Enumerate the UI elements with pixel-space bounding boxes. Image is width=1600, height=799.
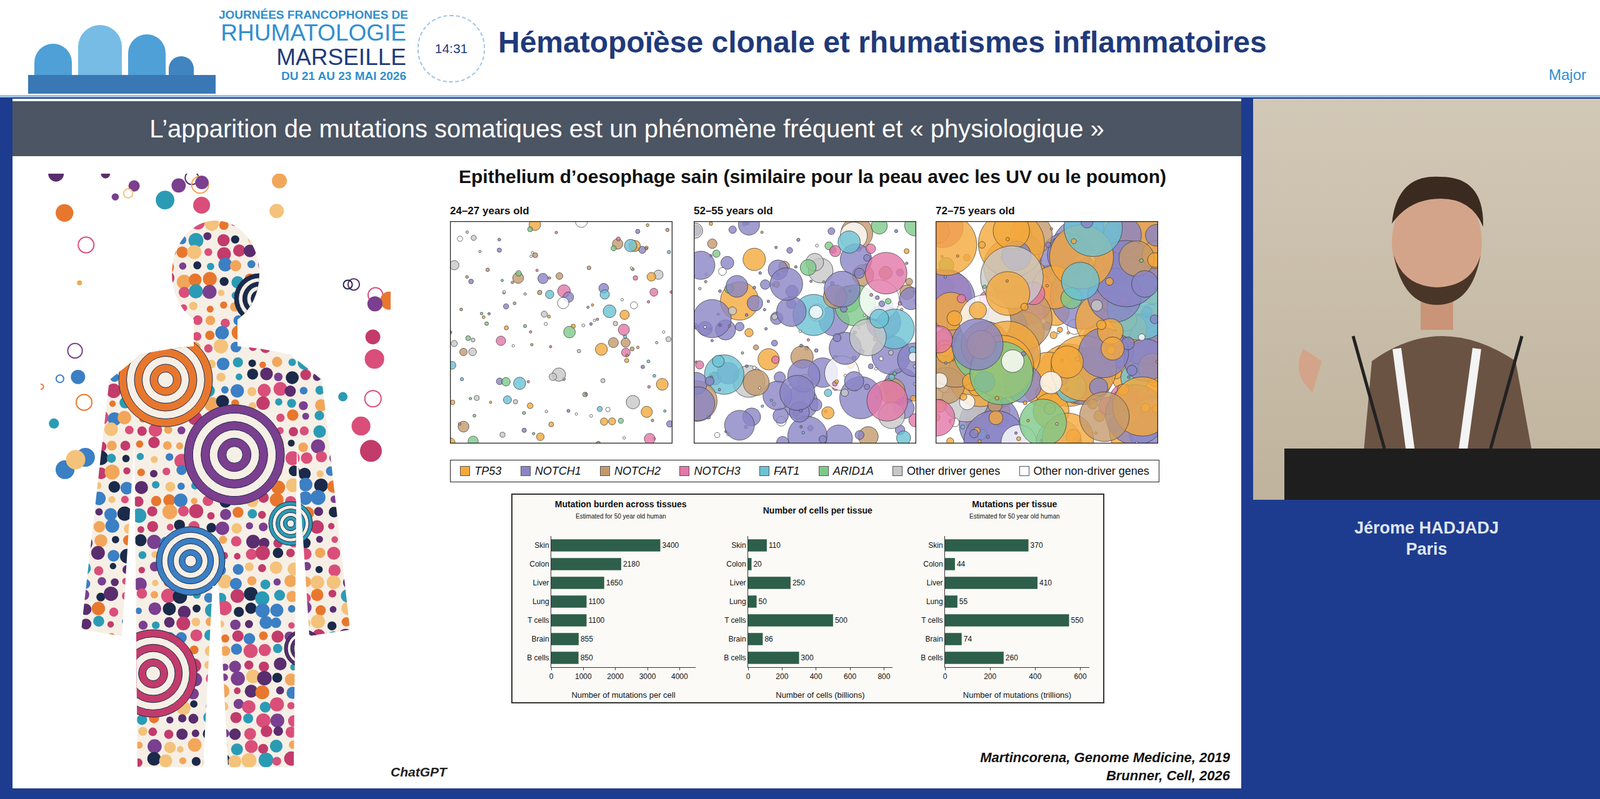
svg-text:50: 50 — [758, 597, 768, 607]
svg-text:600: 600 — [843, 672, 857, 682]
svg-text:0: 0 — [549, 672, 554, 682]
svg-text:400: 400 — [1028, 672, 1042, 682]
svg-text:1100: 1100 — [588, 597, 605, 607]
svg-text:Number of cells per tissue: Number of cells per tissue — [763, 505, 873, 516]
svg-text:855: 855 — [580, 635, 594, 644]
svg-text:Number of mutations per cell: Number of mutations per cell — [571, 690, 675, 700]
svg-text:B cells: B cells — [526, 653, 549, 663]
svg-text:74: 74 — [963, 635, 973, 644]
svg-text:B cells: B cells — [920, 653, 943, 663]
svg-text:850: 850 — [580, 653, 594, 663]
html-text:NOTCH3: NOTCH3 — [694, 464, 741, 478]
svg-text:2000: 2000 — [606, 672, 624, 682]
svg-text:T cells: T cells — [724, 616, 746, 625]
svg-text:0: 0 — [943, 672, 948, 682]
svg-text:Lung: Lung — [532, 597, 550, 607]
svg-text:Brain: Brain — [531, 635, 550, 644]
html-text:Jérome HADJADJ: Jérome HADJADJ — [1354, 518, 1499, 538]
svg-text:410: 410 — [1039, 578, 1052, 588]
svg-text:600: 600 — [1074, 672, 1087, 682]
html-text:NOTCH1: NOTCH1 — [534, 464, 582, 478]
html-text:72–75 years old: 72–75 years old — [935, 205, 1015, 217]
html-text:14:31: 14:31 — [434, 41, 468, 56]
svg-text:Lung: Lung — [926, 597, 944, 607]
svg-text:Skin: Skin — [928, 541, 943, 550]
svg-text:110: 110 — [768, 541, 781, 550]
svg-text:1000: 1000 — [575, 672, 592, 682]
svg-text:3000: 3000 — [639, 672, 657, 682]
svg-text:Liver: Liver — [533, 578, 550, 588]
svg-text:2180: 2180 — [623, 560, 640, 569]
svg-text:55: 55 — [959, 597, 969, 607]
html-text:DU 21 AU 23 MAI 2026: DU 21 AU 23 MAI 2026 — [281, 69, 407, 83]
svg-text:Colon: Colon — [923, 560, 943, 569]
svg-text:B cells: B cells — [723, 653, 746, 663]
svg-text:86: 86 — [764, 635, 774, 644]
svg-text:Number of cells (billions): Number of cells (billions) — [775, 690, 865, 700]
html-text:Epithelium d’oesophage sain (s: Epithelium d’oesophage sain (similaire p… — [458, 166, 1167, 187]
svg-text:200: 200 — [775, 672, 789, 682]
html-text:JOURNÉES FRANCOPHONES DE: JOURNÉES FRANCOPHONES DE — [218, 8, 409, 22]
svg-text:300: 300 — [801, 653, 814, 663]
svg-text:1650: 1650 — [606, 578, 624, 588]
html-text:Other non-driver genes: Other non-driver genes — [1033, 464, 1150, 478]
html-text:24–27 years old: 24–27 years old — [450, 205, 530, 217]
svg-text:550: 550 — [1071, 616, 1084, 625]
svg-text:400: 400 — [810, 672, 823, 682]
html-text:ARID1A: ARID1A — [832, 464, 874, 478]
svg-text:Number of mutations (trillions: Number of mutations (trillions) — [963, 690, 1072, 700]
svg-text:Brain: Brain — [925, 635, 944, 644]
svg-text:20: 20 — [753, 560, 762, 569]
html-text:TP53: TP53 — [474, 464, 502, 478]
svg-text:T cells: T cells — [921, 616, 943, 625]
svg-text:Lung: Lung — [729, 597, 747, 607]
svg-text:Liver: Liver — [730, 578, 747, 588]
svg-text:44: 44 — [956, 560, 966, 569]
svg-text:Mutations per tissueEstimated: Mutations per tissueEstimated for 50 yea… — [969, 499, 1060, 520]
html-text:Paris: Paris — [1405, 540, 1448, 559]
html-text:Other driver genes: Other driver genes — [906, 464, 1001, 478]
html-text:FAT1: FAT1 — [773, 464, 800, 478]
html-text:Brunner, Cell, 2026: Brunner, Cell, 2026 — [1106, 768, 1230, 784]
html-text:Martincorena, Genome Medicine,: Martincorena, Genome Medicine, 2019 — [980, 750, 1230, 766]
svg-text:Mutation burden across tissues: Mutation burden across tissuesEstimated … — [555, 499, 687, 520]
svg-text:Skin: Skin — [731, 541, 746, 550]
html-text:Hématopoïèse clonale et rhumat: Hématopoïèse clonale et rhumatismes infl… — [498, 25, 1267, 59]
svg-text:800: 800 — [877, 672, 890, 682]
svg-text:4000: 4000 — [671, 672, 689, 682]
html-text:52–55 years old: 52–55 years old — [693, 205, 773, 217]
svg-text:250: 250 — [792, 578, 805, 588]
svg-text:500: 500 — [835, 616, 848, 625]
html-text:L’apparition de mutations soma: L’apparition de mutations somatiques est… — [149, 115, 1105, 143]
html-text:Major: Major — [1548, 66, 1587, 84]
svg-text:T cells: T cells — [527, 616, 549, 625]
svg-text:Colon: Colon — [529, 560, 549, 569]
html-text:MARSEILLE: MARSEILLE — [276, 44, 407, 70]
html-text:RHUMATOLOGIE: RHUMATOLOGIE — [220, 19, 407, 46]
svg-text:200: 200 — [983, 672, 997, 682]
html-text:NOTCH2: NOTCH2 — [614, 464, 661, 478]
svg-text:1100: 1100 — [588, 616, 605, 625]
svg-text:Liver: Liver — [926, 578, 944, 588]
svg-text:Skin: Skin — [534, 541, 549, 550]
svg-text:Brain: Brain — [728, 635, 747, 644]
svg-text:Colon: Colon — [726, 560, 746, 569]
svg-text:370: 370 — [1030, 541, 1044, 550]
svg-text:3400: 3400 — [662, 541, 680, 550]
svg-text:260: 260 — [1005, 653, 1019, 663]
html-text:ChatGPT: ChatGPT — [390, 765, 447, 780]
svg-text:0: 0 — [746, 672, 751, 682]
